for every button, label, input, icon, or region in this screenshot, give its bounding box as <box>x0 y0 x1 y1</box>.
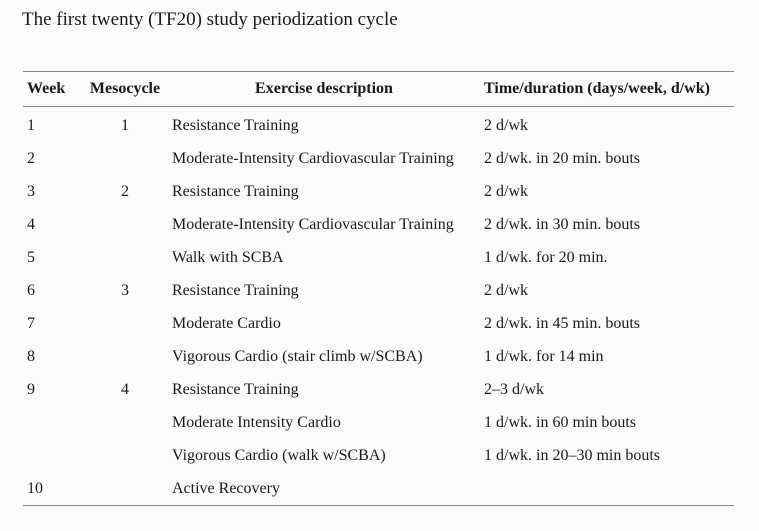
cell-exercise: Moderate-Intensity Cardiovascular Traini… <box>172 215 454 233</box>
cell-week: 5 <box>27 248 35 266</box>
cell-mesocycle <box>82 439 168 472</box>
cell-week <box>23 406 82 439</box>
cell-mesocycle: 3 <box>121 281 129 299</box>
cell-time: 2 d/wk <box>484 182 528 200</box>
table-row: 9 4 Resistance Training 2–3 d/wk <box>23 373 734 406</box>
cell-exercise: Resistance Training <box>172 281 299 299</box>
table-row: 6 3 Resistance Training 2 d/wk <box>23 274 734 307</box>
cell-week <box>23 439 82 472</box>
periodization-table: Week Mesocycle Exercise description Time… <box>23 71 734 506</box>
cell-time: 1 d/wk. in 60 min bouts <box>484 413 637 431</box>
cell-mesocycle <box>82 307 168 340</box>
table-row: 5 Walk with SCBA 1 d/wk. for 20 min. <box>23 241 734 274</box>
cell-exercise: Resistance Training <box>172 380 299 398</box>
cell-time: 2 d/wk <box>484 281 528 299</box>
cell-mesocycle <box>82 406 168 439</box>
cell-mesocycle: 1 <box>121 116 129 134</box>
cell-time: 1 d/wk. for 14 min <box>484 347 604 365</box>
cell-exercise: Resistance Training <box>172 116 299 134</box>
table-row: 7 Moderate Cardio 2 d/wk. in 45 min. bou… <box>23 307 734 340</box>
header-row: Week Mesocycle Exercise description Time… <box>23 71 734 107</box>
cell-time: 2–3 d/wk <box>484 380 544 398</box>
table-body: 1 1 Resistance Training 2 d/wk 2 Moderat… <box>23 107 734 506</box>
cell-mesocycle <box>82 208 168 241</box>
cell-week: 8 <box>27 347 35 365</box>
cell-mesocycle <box>82 241 168 274</box>
cell-week: 9 <box>27 380 35 398</box>
cell-exercise: Walk with SCBA <box>172 248 284 266</box>
header-mesocycle: Mesocycle <box>89 80 161 97</box>
cell-time <box>480 472 734 506</box>
cell-week: 6 <box>27 281 35 299</box>
table-row: 8 Vigorous Cardio (stair climb w/SCBA) 1… <box>23 340 734 373</box>
cell-exercise: Vigorous Cardio (stair climb w/SCBA) <box>172 347 423 365</box>
cell-mesocycle <box>82 340 168 373</box>
table-header: Week Mesocycle Exercise description Time… <box>23 71 734 107</box>
cell-exercise: Moderate-Intensity Cardiovascular Traini… <box>172 149 454 167</box>
table-row: Moderate Intensity Cardio 1 d/wk. in 60 … <box>23 406 734 439</box>
cell-mesocycle: 4 <box>121 380 129 398</box>
cell-time: 2 d/wk. in 20 min. bouts <box>484 149 641 167</box>
cell-time: 1 d/wk. for 20 min. <box>484 248 608 266</box>
cell-time: 2 d/wk. in 30 min. bouts <box>484 215 641 233</box>
cell-time: 2 d/wk. in 45 min. bouts <box>484 314 641 332</box>
cell-mesocycle <box>82 472 168 506</box>
cell-week: 2 <box>27 149 35 167</box>
table-row: 2 Moderate-Intensity Cardiovascular Trai… <box>23 142 734 175</box>
header-week: Week <box>27 80 66 97</box>
table-row: 1 1 Resistance Training 2 d/wk <box>23 107 734 143</box>
table-row: Vigorous Cardio (walk w/SCBA) 1 d/wk. in… <box>23 439 734 472</box>
cell-week: 3 <box>27 182 35 200</box>
cell-mesocycle <box>82 142 168 175</box>
header-exercise-description: Exercise description <box>255 80 393 97</box>
cell-time: 2 d/wk <box>484 116 528 134</box>
cell-exercise: Vigorous Cardio (walk w/SCBA) <box>172 446 386 464</box>
cell-week: 10 <box>27 479 43 497</box>
table-caption: The first twenty (TF20) study periodizat… <box>22 9 398 30</box>
table-row: 4 Moderate-Intensity Cardiovascular Trai… <box>23 208 734 241</box>
cell-mesocycle: 2 <box>121 182 129 200</box>
header-time-duration: Time/duration (days/week, d/wk) <box>484 80 710 97</box>
cell-exercise: Active Recovery <box>172 479 280 497</box>
cell-exercise: Moderate Intensity Cardio <box>172 413 341 431</box>
periodization-table-container: Week Mesocycle Exercise description Time… <box>23 71 734 506</box>
cell-week: 4 <box>27 215 35 233</box>
cell-exercise: Moderate Cardio <box>172 314 281 332</box>
cell-time: 1 d/wk. in 20–30 min bouts <box>484 446 661 464</box>
table-row: 10 Active Recovery <box>23 472 734 506</box>
cell-week: 7 <box>27 314 35 332</box>
cell-week: 1 <box>27 116 35 134</box>
table-row: 3 2 Resistance Training 2 d/wk <box>23 175 734 208</box>
cell-exercise: Resistance Training <box>172 182 299 200</box>
